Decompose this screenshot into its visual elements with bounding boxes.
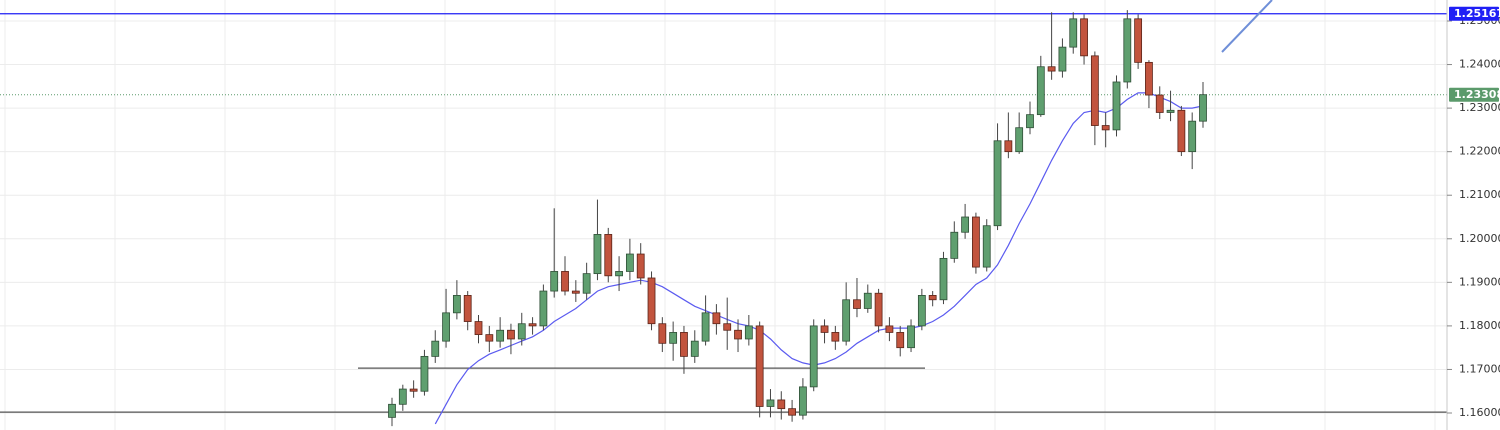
candle-body [939, 257, 948, 301]
candle-body [658, 323, 667, 344]
candle-body [799, 386, 807, 416]
candle-body [961, 216, 970, 233]
candle-body [982, 225, 991, 268]
candle-body [539, 290, 548, 327]
candle-body [1112, 81, 1121, 131]
candle-body [496, 329, 505, 342]
candle-body [1015, 127, 1024, 153]
price-tag [1449, 87, 1499, 102]
candle-body [1101, 125, 1110, 131]
candle-body [701, 312, 710, 342]
candle-body [615, 271, 623, 277]
candle-body [1090, 55, 1099, 126]
candle-body [1069, 18, 1078, 48]
candle-body [917, 295, 926, 327]
candle-body [452, 295, 461, 314]
y-tick-label: 1.21000 [1459, 188, 1500, 201]
moving-average-line [434, 92, 1204, 425]
candle-body [680, 332, 688, 357]
y-tick-label: 1.18000 [1459, 319, 1500, 332]
price-tag-label: 1.25167 [1454, 7, 1500, 20]
candle-body [625, 253, 634, 272]
candle-body [863, 292, 872, 309]
candle-body [1188, 120, 1197, 153]
candle-body [755, 325, 764, 407]
candle-body [928, 295, 937, 301]
candle-body [388, 403, 396, 418]
candle-body [896, 332, 905, 349]
candle-body [474, 321, 483, 336]
candle-body [766, 399, 775, 407]
candle-body [853, 299, 861, 309]
candle-body [1145, 61, 1153, 96]
candle-body [1026, 114, 1034, 129]
candle-body [842, 299, 851, 342]
candle-body [485, 334, 494, 342]
candle-body [690, 340, 699, 357]
levels [0, 13, 1447, 413]
candle-body [550, 271, 559, 292]
y-tick-label: 1.23000 [1459, 101, 1500, 114]
candle-body [885, 325, 894, 333]
candle-body [1004, 140, 1013, 153]
candle-body [831, 332, 840, 342]
candle-body [1155, 94, 1164, 113]
candle-body [972, 216, 980, 268]
candle-body [1058, 46, 1067, 72]
candle-body [993, 140, 1002, 227]
candle-body [809, 325, 818, 388]
candle-body [571, 290, 580, 294]
trend-line [1221, 0, 1273, 53]
y-tick-label: 1.20000 [1459, 232, 1500, 245]
price-tag-label: 1.23308 [1454, 88, 1500, 101]
candle-body [604, 234, 613, 277]
candle-body [420, 355, 429, 392]
y-tick-label: 1.17000 [1459, 362, 1500, 375]
candle-body [528, 323, 537, 327]
candle-body [734, 329, 742, 340]
candle-body [507, 329, 515, 340]
candle-body [398, 388, 407, 405]
candle-body [582, 273, 591, 294]
candle-body [907, 325, 915, 349]
candles [388, 10, 1207, 427]
candle-body [874, 292, 883, 327]
candle-body [723, 323, 732, 331]
candle-body [712, 312, 721, 325]
candle-body [1047, 66, 1056, 72]
candle-body [950, 231, 959, 259]
candle-body [647, 277, 656, 325]
candle-body [1036, 66, 1045, 116]
candle-body [1199, 94, 1207, 122]
price-axis [1447, 0, 1500, 430]
candle-body [409, 388, 418, 392]
candle-body [593, 234, 602, 275]
candle-body [788, 408, 796, 416]
y-tick-label: 1.24000 [1459, 58, 1500, 71]
y-tick-label: 1.19000 [1459, 275, 1500, 288]
candle-body [636, 253, 645, 279]
y-tick-label: 1.22000 [1459, 145, 1500, 158]
candle-body [1166, 109, 1175, 113]
candle-body [1177, 109, 1186, 153]
price-tag [1449, 6, 1499, 21]
y-tick-label: 1.16000 [1459, 406, 1500, 419]
candle-body [442, 312, 450, 342]
candle-body [744, 325, 753, 340]
candle-body [1080, 18, 1088, 57]
candle-body [1123, 18, 1132, 83]
candle-body [463, 295, 472, 322]
candle-body [561, 271, 569, 292]
candle-body [777, 399, 786, 410]
price-axis-labels: 1.16000 1.17000 1.18000 1.19000 1.20000 1.210… [1447, 6, 1500, 419]
candle-body [1134, 18, 1143, 63]
candle-body [669, 332, 678, 344]
candle-body [431, 340, 440, 357]
candle-body [517, 323, 526, 340]
candle-body [820, 325, 829, 333]
